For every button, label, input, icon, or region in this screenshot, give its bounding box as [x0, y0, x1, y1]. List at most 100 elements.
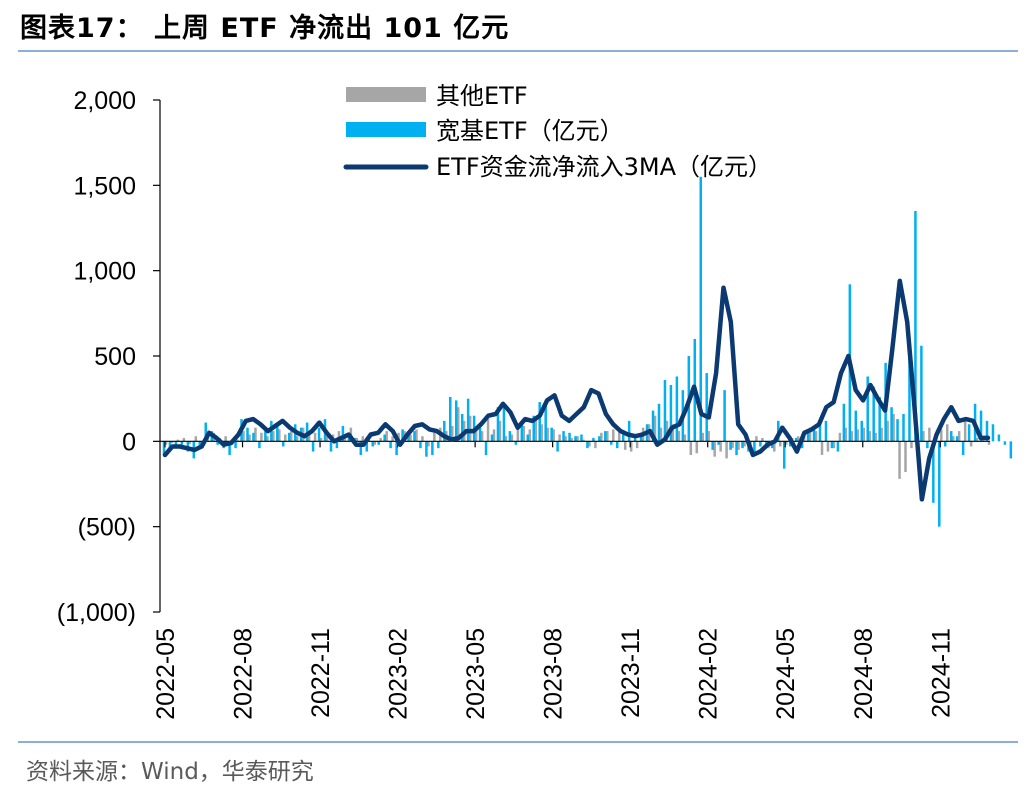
broad-etf-bar	[842, 403, 846, 442]
broad-etf-bar	[896, 419, 899, 442]
broad-etf-bar	[276, 425, 279, 442]
other-etf-bar	[832, 441, 836, 449]
broad-etf-bar	[580, 434, 583, 442]
broad-etf-bar	[812, 425, 816, 442]
broad-etf-bar	[532, 415, 536, 442]
other-etf-bar	[743, 441, 746, 447]
other-etf-bar	[504, 436, 508, 442]
other-etf-bar	[922, 431, 925, 442]
broad-etf-bar	[788, 441, 792, 447]
broad-etf-bar	[967, 424, 971, 442]
broad-etf-bar	[425, 441, 428, 457]
broad-etf-bar	[979, 410, 983, 442]
other-etf-bar	[886, 420, 889, 442]
other-etf-bar	[969, 441, 973, 447]
broad-etf-bar	[508, 431, 512, 442]
other-etf-bar	[963, 417, 967, 442]
ma-line	[162, 278, 991, 502]
other-etf-bar	[570, 437, 573, 442]
other-etf-bar	[456, 407, 460, 442]
broad-etf-bar	[180, 441, 184, 445]
other-etf-bar	[361, 436, 365, 442]
broad-etf-bar	[162, 441, 166, 455]
other-etf-bar	[910, 441, 913, 449]
other-etf-bar	[540, 424, 543, 442]
broad-etf-bar	[371, 441, 374, 447]
other-etf-bar	[695, 441, 699, 454]
other-etf-bar	[957, 431, 961, 442]
broad-etf-bar	[854, 410, 858, 442]
broad-etf-bar	[437, 441, 440, 449]
other-etf-bar	[248, 434, 251, 442]
broad-etf-bar	[317, 427, 321, 442]
broad-etf-bar	[633, 436, 637, 442]
other-etf-bar	[278, 429, 281, 442]
other-etf-bar	[629, 441, 633, 452]
other-etf-bar	[784, 441, 788, 445]
broad-etf-bar	[723, 390, 726, 442]
broad-etf-bar	[586, 441, 589, 449]
other-etf-bar	[731, 441, 734, 449]
other-etf-bar	[683, 434, 687, 442]
other-etf-bar	[725, 441, 728, 459]
other-etf-bar	[427, 441, 430, 447]
other-etf-bar	[606, 431, 609, 442]
other-etf-bar	[737, 441, 740, 450]
broad-etf-bar	[335, 441, 339, 449]
broad-etf-bar	[1009, 441, 1013, 459]
other-etf-bar	[498, 420, 502, 442]
other-etf-bar	[874, 432, 877, 442]
other-etf-bar	[355, 437, 359, 442]
other-etf-bar	[659, 427, 663, 442]
other-etf-bar	[307, 434, 311, 442]
other-etf-bar	[671, 424, 675, 442]
broad-etf-bar	[818, 422, 822, 442]
broad-etf-bar	[705, 373, 708, 442]
broad-etf-bar	[204, 422, 207, 442]
other-etf-bar	[284, 434, 287, 442]
broad-etf-bar	[520, 424, 524, 442]
other-etf-bar	[713, 441, 716, 457]
broad-etf-bar	[234, 441, 237, 449]
other-etf-bar	[552, 429, 555, 442]
other-etf-bar	[170, 441, 174, 444]
legend: 其他ETF 宽基ETF（亿元） ETF资金流净流入3MA（亿元）	[343, 82, 772, 181]
other-etf-bar	[617, 427, 621, 442]
other-etf-bar	[850, 431, 854, 442]
other-etf-bar	[343, 436, 347, 442]
other-etf-bar	[808, 427, 812, 442]
broad-etf-bar	[908, 338, 911, 442]
other-etf-bar	[558, 434, 561, 442]
other-etf-bar	[188, 441, 192, 444]
other-etf-bar	[474, 427, 478, 442]
other-etf-bar	[260, 432, 263, 442]
broad-etf-bar	[311, 441, 315, 452]
other-etf-bar	[814, 431, 818, 442]
other-etf-bar	[892, 414, 895, 442]
other-etf-bar	[665, 420, 669, 442]
broad-etf-bar	[866, 376, 869, 442]
broad-etf-bar	[377, 441, 380, 445]
other-etf-bar	[677, 431, 681, 442]
other-etf-bar	[313, 432, 317, 442]
broad-etf-bar	[419, 441, 422, 449]
broad-etf-bar	[460, 414, 464, 442]
other-etf-bar	[397, 432, 400, 442]
y-tick-label: (1,000)	[57, 599, 136, 627]
broad-etf-bar	[550, 427, 553, 442]
legend-label: 其他ETF	[436, 82, 528, 110]
broad-etf-bar	[258, 441, 261, 449]
broad-etf-bar	[991, 424, 995, 442]
broad-etf-bar	[878, 396, 881, 442]
broad-etf-bar	[443, 420, 446, 442]
broad-etf-bar	[168, 441, 172, 449]
other-etf-bar	[492, 429, 496, 442]
broad-etf-bar	[514, 441, 518, 445]
other-etf-bar	[510, 434, 514, 442]
other-etf-bar	[987, 441, 991, 445]
other-etf-bar	[176, 439, 180, 442]
other-etf-bar	[856, 429, 860, 442]
broad-etf-bar	[669, 385, 673, 442]
other-etf-bar	[266, 436, 269, 442]
x-tick-label: 2022-05	[152, 628, 180, 720]
